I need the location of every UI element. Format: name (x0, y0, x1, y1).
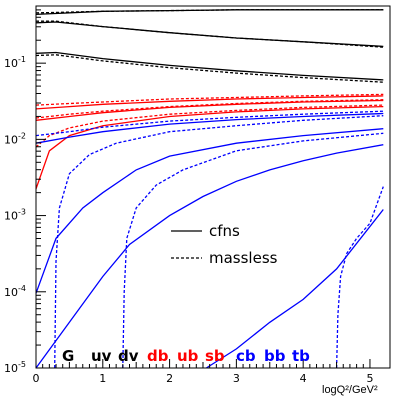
series-line-15 (35, 128, 384, 294)
series-line-4 (36, 20, 384, 48)
legend-label-massless: massless (209, 249, 278, 267)
series-line-6 (35, 54, 384, 83)
series-line-3 (35, 21, 384, 48)
y-tick-label: 10-4 (4, 284, 26, 299)
x-tick-label: 5 (366, 372, 373, 385)
series-line-13 (35, 112, 384, 144)
series-line-5 (35, 51, 384, 81)
y-tick-label: 10-5 (4, 360, 26, 375)
flavour-label-db: db (147, 347, 169, 365)
x-tick-label: 3 (233, 372, 240, 385)
series-line-19 (205, 209, 384, 369)
series-line-16 (54, 115, 384, 369)
plot-frame (35, 5, 391, 369)
y-tick-label: 10-3 (4, 208, 26, 223)
series-line-7 (35, 95, 384, 110)
series-line-9 (35, 99, 384, 121)
x-tick-label: 2 (166, 372, 173, 385)
x-axis-label: logQ²/GeV² (322, 384, 378, 396)
flavour-label-sb: sb (205, 347, 225, 365)
flavour-label-bb: bb (264, 347, 286, 365)
tick-label-layer: 0 1 2 3 4 5 10-5 10-4 10-3 10-2 10-1 (4, 55, 373, 385)
series-line-20 (335, 186, 384, 369)
x-tick-label: 4 (300, 372, 307, 385)
series-line-11 (35, 105, 384, 190)
series-layer (35, 9, 384, 369)
y-tick-label: 10-2 (4, 131, 26, 146)
flavour-label-ub: ub (177, 347, 199, 365)
flavour-label-dv: dv (118, 347, 139, 365)
series-line-8 (35, 93, 384, 106)
x-tick-label: 1 (99, 372, 106, 385)
y-tick-label: 10-1 (4, 55, 26, 70)
series-line-17 (35, 144, 384, 369)
legend-label-cfns: cfns (209, 222, 240, 240)
flavour-label-cb: cb (236, 347, 256, 365)
legend: cfns massless (171, 222, 278, 267)
series-line-12 (35, 104, 384, 148)
series-line-18 (122, 132, 384, 369)
series-line-10 (35, 99, 384, 119)
flavour-label-G: G (62, 347, 74, 365)
tick-layer (35, 9, 371, 369)
series-line-2 (35, 9, 384, 14)
flavour-label-uv: uv (91, 347, 112, 365)
x-tick-label: 0 (33, 372, 40, 385)
flavour-label-tb: tb (292, 347, 310, 365)
